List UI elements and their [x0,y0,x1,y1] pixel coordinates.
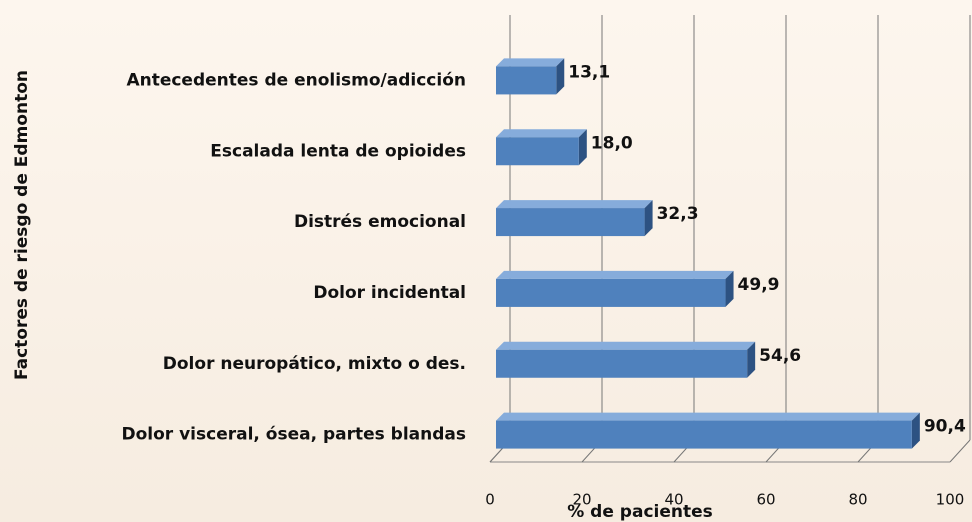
x-tick-label: 80 [848,491,867,509]
bar-side [578,129,587,166]
data-label: 32,3 [657,204,699,224]
bar-top [496,58,565,67]
x-axis-label: % de pacientes [567,502,713,522]
bar [496,137,579,166]
y-axis-label: Factores de riesgo de Edmonton [12,70,32,380]
grid-line [949,439,971,463]
y-tick-label: Dolor neuropático, mixto o des. [163,354,466,374]
y-tick-label: Dolor visceral, ósea, partes blandas [121,425,466,445]
bar [496,349,748,378]
y-tick-label: Dolor incidental [313,283,466,303]
bar-top [496,412,920,421]
y-tick-label: Escalada lenta de opioides [210,141,466,161]
data-label: 54,6 [759,346,801,366]
bar-top [496,129,587,138]
bar [496,420,912,449]
data-label: 13,1 [568,62,610,82]
bar [496,66,557,95]
y-tick-label: Distrés emocional [294,212,466,232]
bar [496,278,726,307]
x-tick-label: 100 [936,491,965,509]
x-tick-label: 0 [485,491,495,509]
bar-side [644,200,653,237]
data-label: 90,4 [924,417,966,437]
bar-side [725,270,734,307]
bar-side [747,341,756,378]
data-label: 18,0 [591,133,633,153]
bar-side [911,412,920,449]
data-label: 49,9 [738,275,780,295]
bar-side [556,58,565,95]
y-tick-label: Antecedentes de enolismo/adicción [126,70,466,90]
bar-top [496,200,653,209]
x-tick-label: 40 [664,491,683,509]
x-tick-label: 60 [756,491,775,509]
bar-top [496,341,756,350]
bar-top [496,270,734,279]
bar [496,208,645,237]
x-tick-label: 20 [572,491,591,509]
